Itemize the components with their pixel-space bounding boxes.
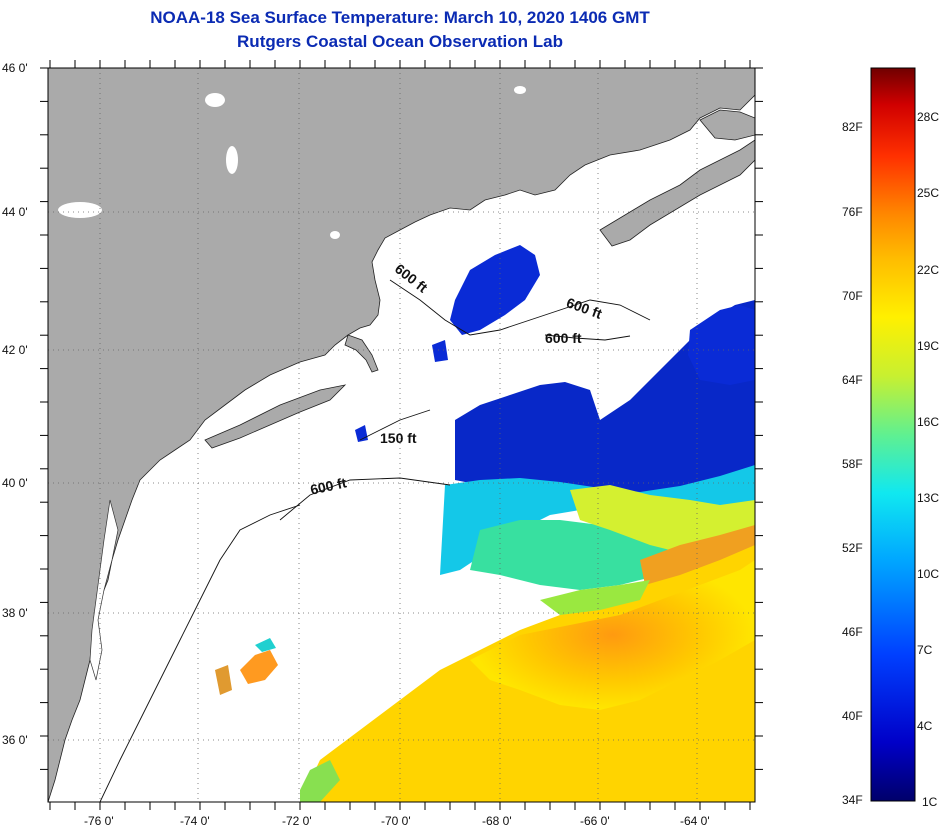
contour-label: 600 ft xyxy=(545,330,582,346)
colorbar-f-label: 82F xyxy=(842,120,863,134)
lon-label: -76 0' xyxy=(84,814,114,828)
lon-label: -74 0' xyxy=(180,814,210,828)
map-title: NOAA-18 Sea Surface Temperature: March 1… xyxy=(150,8,650,27)
land-long-island xyxy=(204,384,347,449)
lake xyxy=(205,93,225,107)
lat-label: 38 0' xyxy=(2,606,28,620)
map-subtitle: Rutgers Coastal Ocean Observation Lab xyxy=(237,32,563,51)
land-cape-cod xyxy=(344,334,379,373)
colorbar-c-label: 7C xyxy=(917,643,933,657)
lat-label: 40 0' xyxy=(2,476,28,490)
lat-label: 42 0' xyxy=(2,343,28,357)
colorbar-f-label: 40F xyxy=(842,709,863,723)
colorbar-c-label: 10C xyxy=(917,567,940,581)
bathymetry-contours xyxy=(99,279,651,803)
lon-label: -70 0' xyxy=(381,814,411,828)
lake xyxy=(330,231,340,239)
colorbar-f-label: 58F xyxy=(842,457,863,471)
land-nova-scotia xyxy=(599,139,755,247)
colorbar xyxy=(870,67,916,802)
colorbar-c-label: 4C xyxy=(917,719,933,733)
colorbar-f-label: 76F xyxy=(842,205,863,219)
lat-label: 46 0' xyxy=(2,61,28,75)
lon-label: -72 0' xyxy=(282,814,312,828)
land-delmarva xyxy=(89,499,119,681)
lon-label: -64 0' xyxy=(680,814,710,828)
colorbar-f-label: 52F xyxy=(842,541,863,555)
colorbar-c-label: 16C xyxy=(917,415,940,429)
land-cape-breton xyxy=(699,109,755,141)
axis-ticks xyxy=(40,60,763,810)
colorbar-c-label: 13C xyxy=(917,491,940,505)
lake xyxy=(58,202,102,218)
colorbar-c-label: 1C xyxy=(922,795,938,809)
colorbar-c-label: 19C xyxy=(917,339,940,353)
lake xyxy=(226,146,238,174)
lake xyxy=(514,86,526,94)
lat-label: 44 0' xyxy=(2,205,28,219)
colorbar-c-label: 25C xyxy=(917,186,940,200)
colorbar-f-label: 46F xyxy=(842,625,863,639)
lat-label: 36 0' xyxy=(2,733,28,747)
colorbar-f-label: 34F xyxy=(842,793,863,807)
contour-label: 150 ft xyxy=(380,430,417,446)
lon-label: -68 0' xyxy=(482,814,512,828)
colorbar-f-label: 64F xyxy=(842,373,863,387)
lon-label: -66 0' xyxy=(580,814,610,828)
colorbar-c-label: 28C xyxy=(917,110,940,124)
colorbar-c-label: 22C xyxy=(917,263,940,277)
sst-field xyxy=(215,245,755,802)
colorbar-f-label: 70F xyxy=(842,289,863,303)
